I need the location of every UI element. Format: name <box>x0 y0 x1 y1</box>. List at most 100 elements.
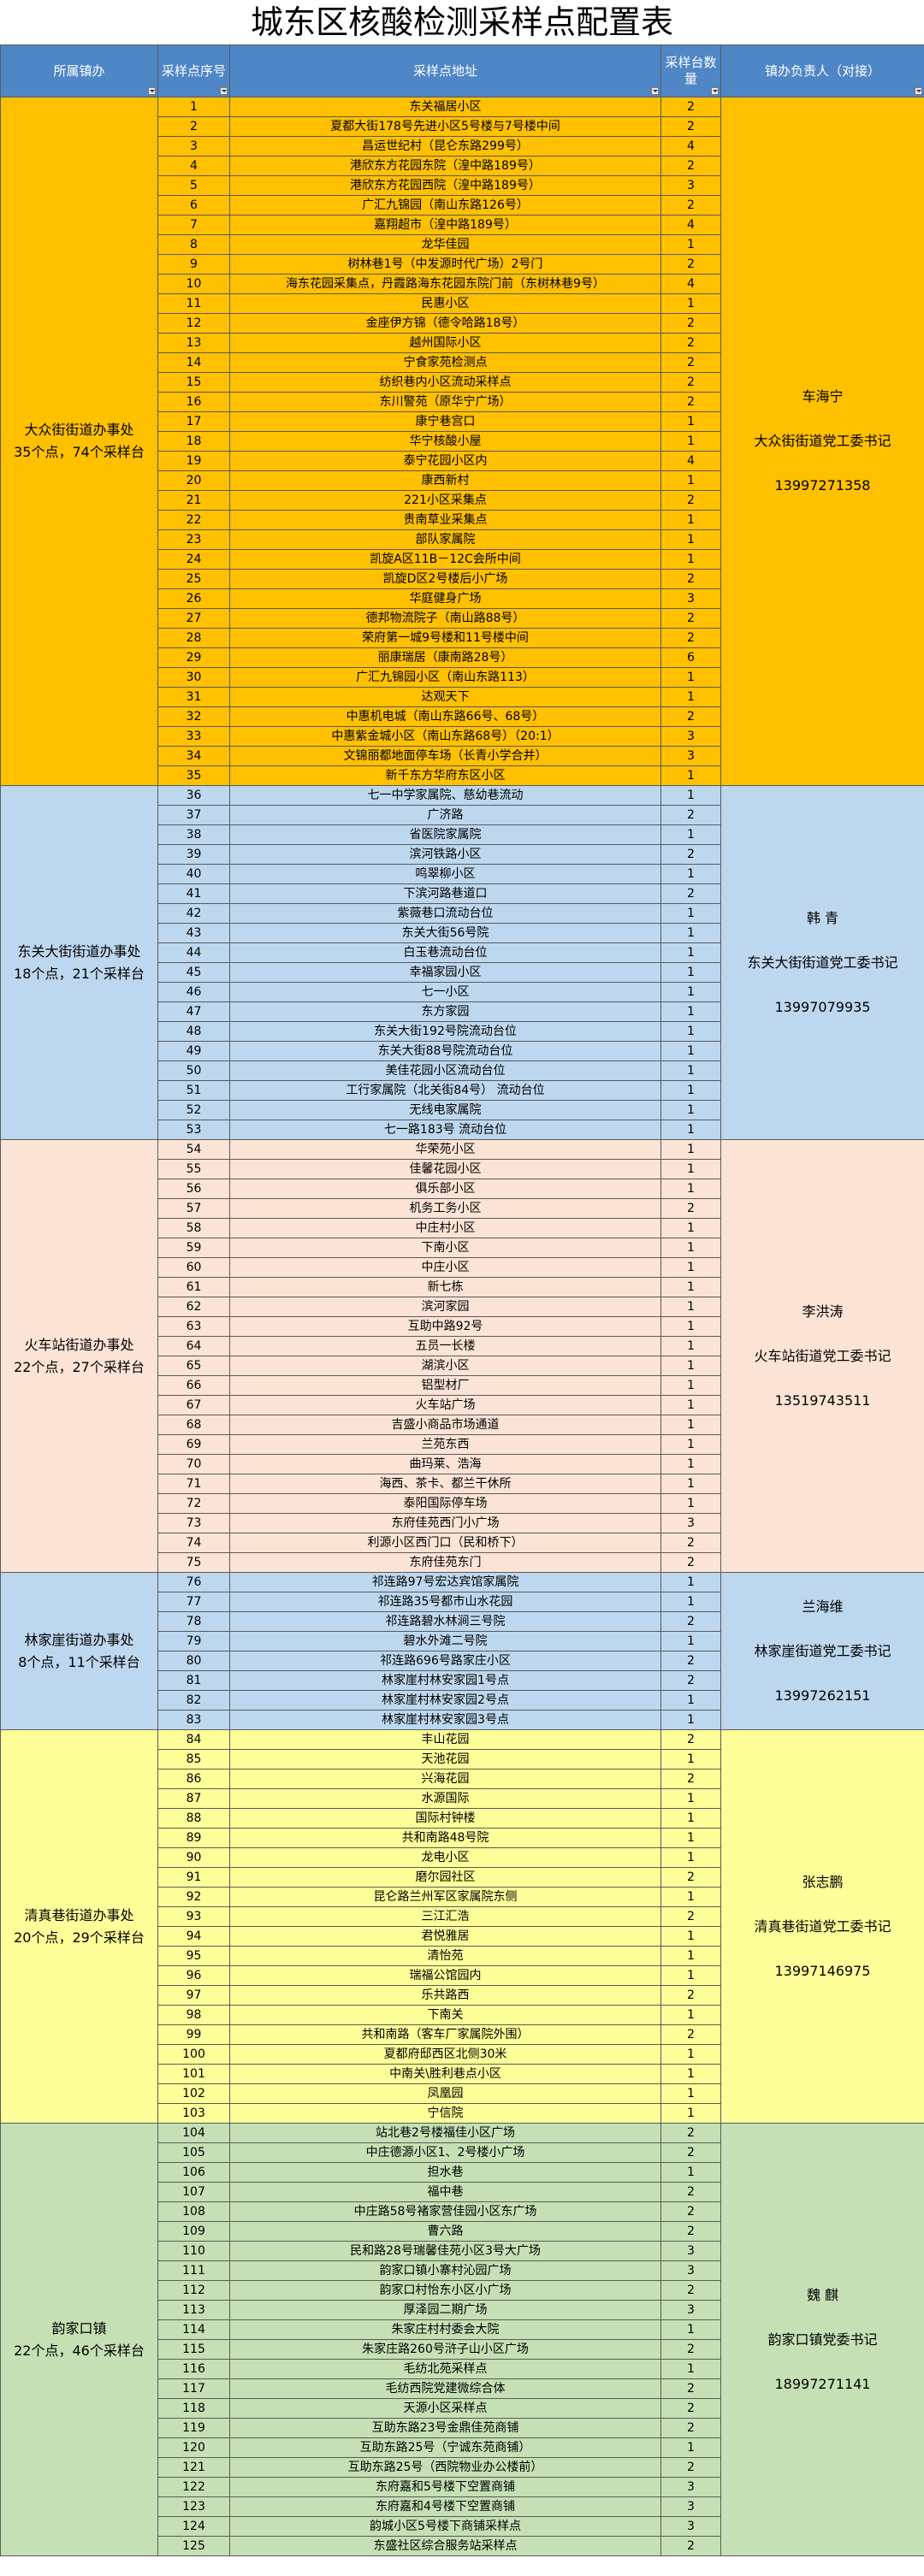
seq-cell[interactable]: 45 <box>157 962 230 983</box>
seq-cell[interactable]: 50 <box>157 1061 230 1081</box>
address-cell[interactable]: 机务工务小区 <box>229 1198 661 1219</box>
table-row[interactable]: 40 鸣翠柳小区 1 <box>1 864 924 884</box>
table-row[interactable]: 59 下南小区 1 <box>1 1238 924 1258</box>
address-cell[interactable]: 下南关 <box>229 2005 661 2025</box>
count-cell[interactable]: 1 <box>660 1100 721 1120</box>
table-row[interactable]: 51 工行家属院（北关街84号） 流动台位 1 <box>1 1080 924 1101</box>
table-row[interactable]: 23 部队家属院 1 <box>1 529 924 550</box>
seq-cell[interactable]: 8 <box>157 234 230 255</box>
count-cell[interactable]: 1 <box>660 2103 721 2124</box>
address-cell[interactable]: 七一路183号 流动台位 <box>229 1120 661 1140</box>
seq-cell[interactable]: 63 <box>157 1316 230 1337</box>
address-cell[interactable]: 龙电小区 <box>229 1847 661 1868</box>
address-cell[interactable]: 丽康瑞居（康南路28号） <box>229 647 661 668</box>
count-cell[interactable]: 2 <box>660 392 721 412</box>
count-cell[interactable]: 1 <box>660 1179 721 1199</box>
seq-cell[interactable]: 94 <box>157 1926 230 1947</box>
seq-cell[interactable]: 39 <box>157 844 230 865</box>
address-cell[interactable]: 中庄路58号褚家营佳园小区东广场 <box>229 2201 661 2222</box>
seq-cell[interactable]: 116 <box>157 2359 230 2379</box>
table-row[interactable]: 18 华宁核酸小屋 1 <box>1 431 924 452</box>
table-row[interactable]: 66 铝型材厂 1 <box>1 1375 924 1396</box>
count-cell[interactable]: 1 <box>660 470 721 491</box>
count-cell[interactable]: 2 <box>660 1611 721 1632</box>
table-row[interactable]: 100 夏都府邸西区北侧30米 1 <box>1 2044 924 2065</box>
table-row[interactable]: 22 贵南草业采集点 1 <box>1 510 924 530</box>
address-cell[interactable]: 德邦物流院子（南山路88号） <box>229 608 661 629</box>
address-cell[interactable]: 铝型材厂 <box>229 1375 661 1396</box>
count-cell[interactable]: 2 <box>660 706 721 727</box>
seq-cell[interactable]: 12 <box>157 313 230 334</box>
seq-cell[interactable]: 58 <box>157 1218 230 1238</box>
table-row[interactable]: 火车站街道办事处 22个点，27个采样台 54 华荣苑小区 1 李洪涛 火车站街道党工委书记… <box>0 1139 924 1573</box>
table-row[interactable]: 71 海西、茶卡、都兰干休所 1 <box>1 1474 924 1494</box>
address-cell[interactable]: 东川警苑（原华宁广场） <box>229 392 661 412</box>
address-cell[interactable]: 白玉巷流动台位 <box>229 942 661 963</box>
table-row[interactable]: 33 中惠紫金城小区（南山东路68号）（20:1） 3 <box>1 726 924 747</box>
count-cell[interactable]: 1 <box>660 2437 721 2458</box>
address-cell[interactable]: 民惠小区 <box>229 293 661 314</box>
seq-cell[interactable]: 113 <box>157 2300 230 2320</box>
count-cell[interactable]: 1 <box>660 1926 721 1947</box>
table-row[interactable]: 103 宁信院 1 <box>1 2103 924 2124</box>
address-cell[interactable]: 海西、茶卡、都兰干休所 <box>229 1474 661 1494</box>
seq-cell[interactable]: 93 <box>157 1906 230 1927</box>
table-row[interactable]: 东关大街街道办事处 18个点，21个采样台 36 七一中学家属院、慈幼巷流动 1 韩 青东… <box>0 785 924 1140</box>
seq-cell[interactable]: 95 <box>157 1946 230 1966</box>
table-row[interactable]: 7 嘉翔超市（湟中路189号） 4 <box>1 215 924 235</box>
address-cell[interactable]: 紫薇巷口流动台位 <box>229 903 661 924</box>
count-cell[interactable]: 1 <box>660 1277 721 1297</box>
count-cell[interactable]: 1 <box>660 903 721 924</box>
seq-cell[interactable]: 98 <box>157 2005 230 2025</box>
seq-cell[interactable]: 65 <box>157 1356 230 1376</box>
table-row[interactable]: 38 省医院家属院 1 <box>1 824 924 845</box>
address-cell[interactable]: 祁连路碧水林涧三号院 <box>229 1611 661 1632</box>
table-row[interactable]: 60 中庄小区 1 <box>1 1257 924 1278</box>
count-cell[interactable]: 2 <box>660 805 721 825</box>
count-cell[interactable]: 2 <box>660 2201 721 2222</box>
address-cell[interactable]: 东府佳苑东门 <box>229 1552 661 1573</box>
seq-cell[interactable]: 69 <box>157 1434 230 1455</box>
address-cell[interactable]: 东府嘉和5号楼下空置商铺 <box>229 2477 661 2497</box>
address-cell[interactable]: 七一小区 <box>229 982 661 1002</box>
address-cell[interactable]: 曲玛莱、浩海 <box>229 1454 661 1474</box>
seq-cell[interactable]: 56 <box>157 1179 230 1199</box>
address-cell[interactable]: 祁连路696号路家庄小区 <box>229 1651 661 1671</box>
address-cell[interactable]: 鸣翠柳小区 <box>229 864 661 884</box>
address-cell[interactable]: 毛纺北苑采样点 <box>229 2359 661 2379</box>
table-row[interactable]: 114 朱家庄村村委会大院 1 <box>1 2319 924 2340</box>
seq-cell[interactable]: 52 <box>157 1100 230 1120</box>
address-cell[interactable]: 中惠机电城（南山东路66号、68号） <box>229 706 661 727</box>
table-row[interactable]: 108 中庄路58号褚家营佳园小区东广场 2 <box>1 2201 924 2222</box>
address-cell[interactable]: 兰苑东西 <box>229 1434 661 1455</box>
seq-cell[interactable]: 115 <box>157 2339 230 2360</box>
seq-cell[interactable]: 73 <box>157 1513 230 1533</box>
table-row[interactable]: 14 宁食家苑检测点 2 <box>1 352 924 373</box>
seq-cell[interactable]: 122 <box>157 2477 230 2497</box>
address-cell[interactable]: 天源小区采样点 <box>229 2398 661 2419</box>
address-cell[interactable]: 广济路 <box>229 805 661 825</box>
address-cell[interactable]: 昆仑路兰州军区家属院东侧 <box>229 1887 661 1907</box>
table-row[interactable]: 11 民惠小区 1 <box>1 293 924 314</box>
count-cell[interactable]: 1 <box>660 824 721 845</box>
address-cell[interactable]: 滨河铁路小区 <box>229 844 661 865</box>
address-cell[interactable]: 宁食家苑检测点 <box>229 352 661 373</box>
count-cell[interactable]: 3 <box>660 746 721 766</box>
seq-cell[interactable]: 92 <box>157 1887 230 1907</box>
count-cell[interactable]: 1 <box>660 1336 721 1356</box>
address-cell[interactable]: 下滨河路巷道口 <box>229 883 661 904</box>
count-cell[interactable]: 1 <box>660 785 721 806</box>
seq-cell[interactable]: 23 <box>157 529 230 550</box>
count-cell[interactable]: 2 <box>660 333 721 353</box>
table-row[interactable]: 21 221小区采集点 2 <box>1 490 924 511</box>
seq-cell[interactable]: 108 <box>157 2201 230 2222</box>
address-cell[interactable]: 韵家口镇小寨村沁园广场 <box>229 2260 661 2281</box>
seq-cell[interactable]: 100 <box>157 2044 230 2065</box>
address-cell[interactable]: 韵城小区5号楼下商铺采样点 <box>229 2516 661 2537</box>
seq-cell[interactable]: 2 <box>157 116 230 137</box>
table-row[interactable]: 24 凯旋A区11B－12C会所中间 1 <box>1 549 924 570</box>
table-row[interactable]: 42 紫薇巷口流动台位 1 <box>1 903 924 924</box>
seq-cell[interactable]: 11 <box>157 293 230 314</box>
table-row[interactable]: 112 韵家口村怡东小区小广场 2 <box>1 2280 924 2301</box>
address-cell[interactable]: 三江汇浩 <box>229 1906 661 1927</box>
